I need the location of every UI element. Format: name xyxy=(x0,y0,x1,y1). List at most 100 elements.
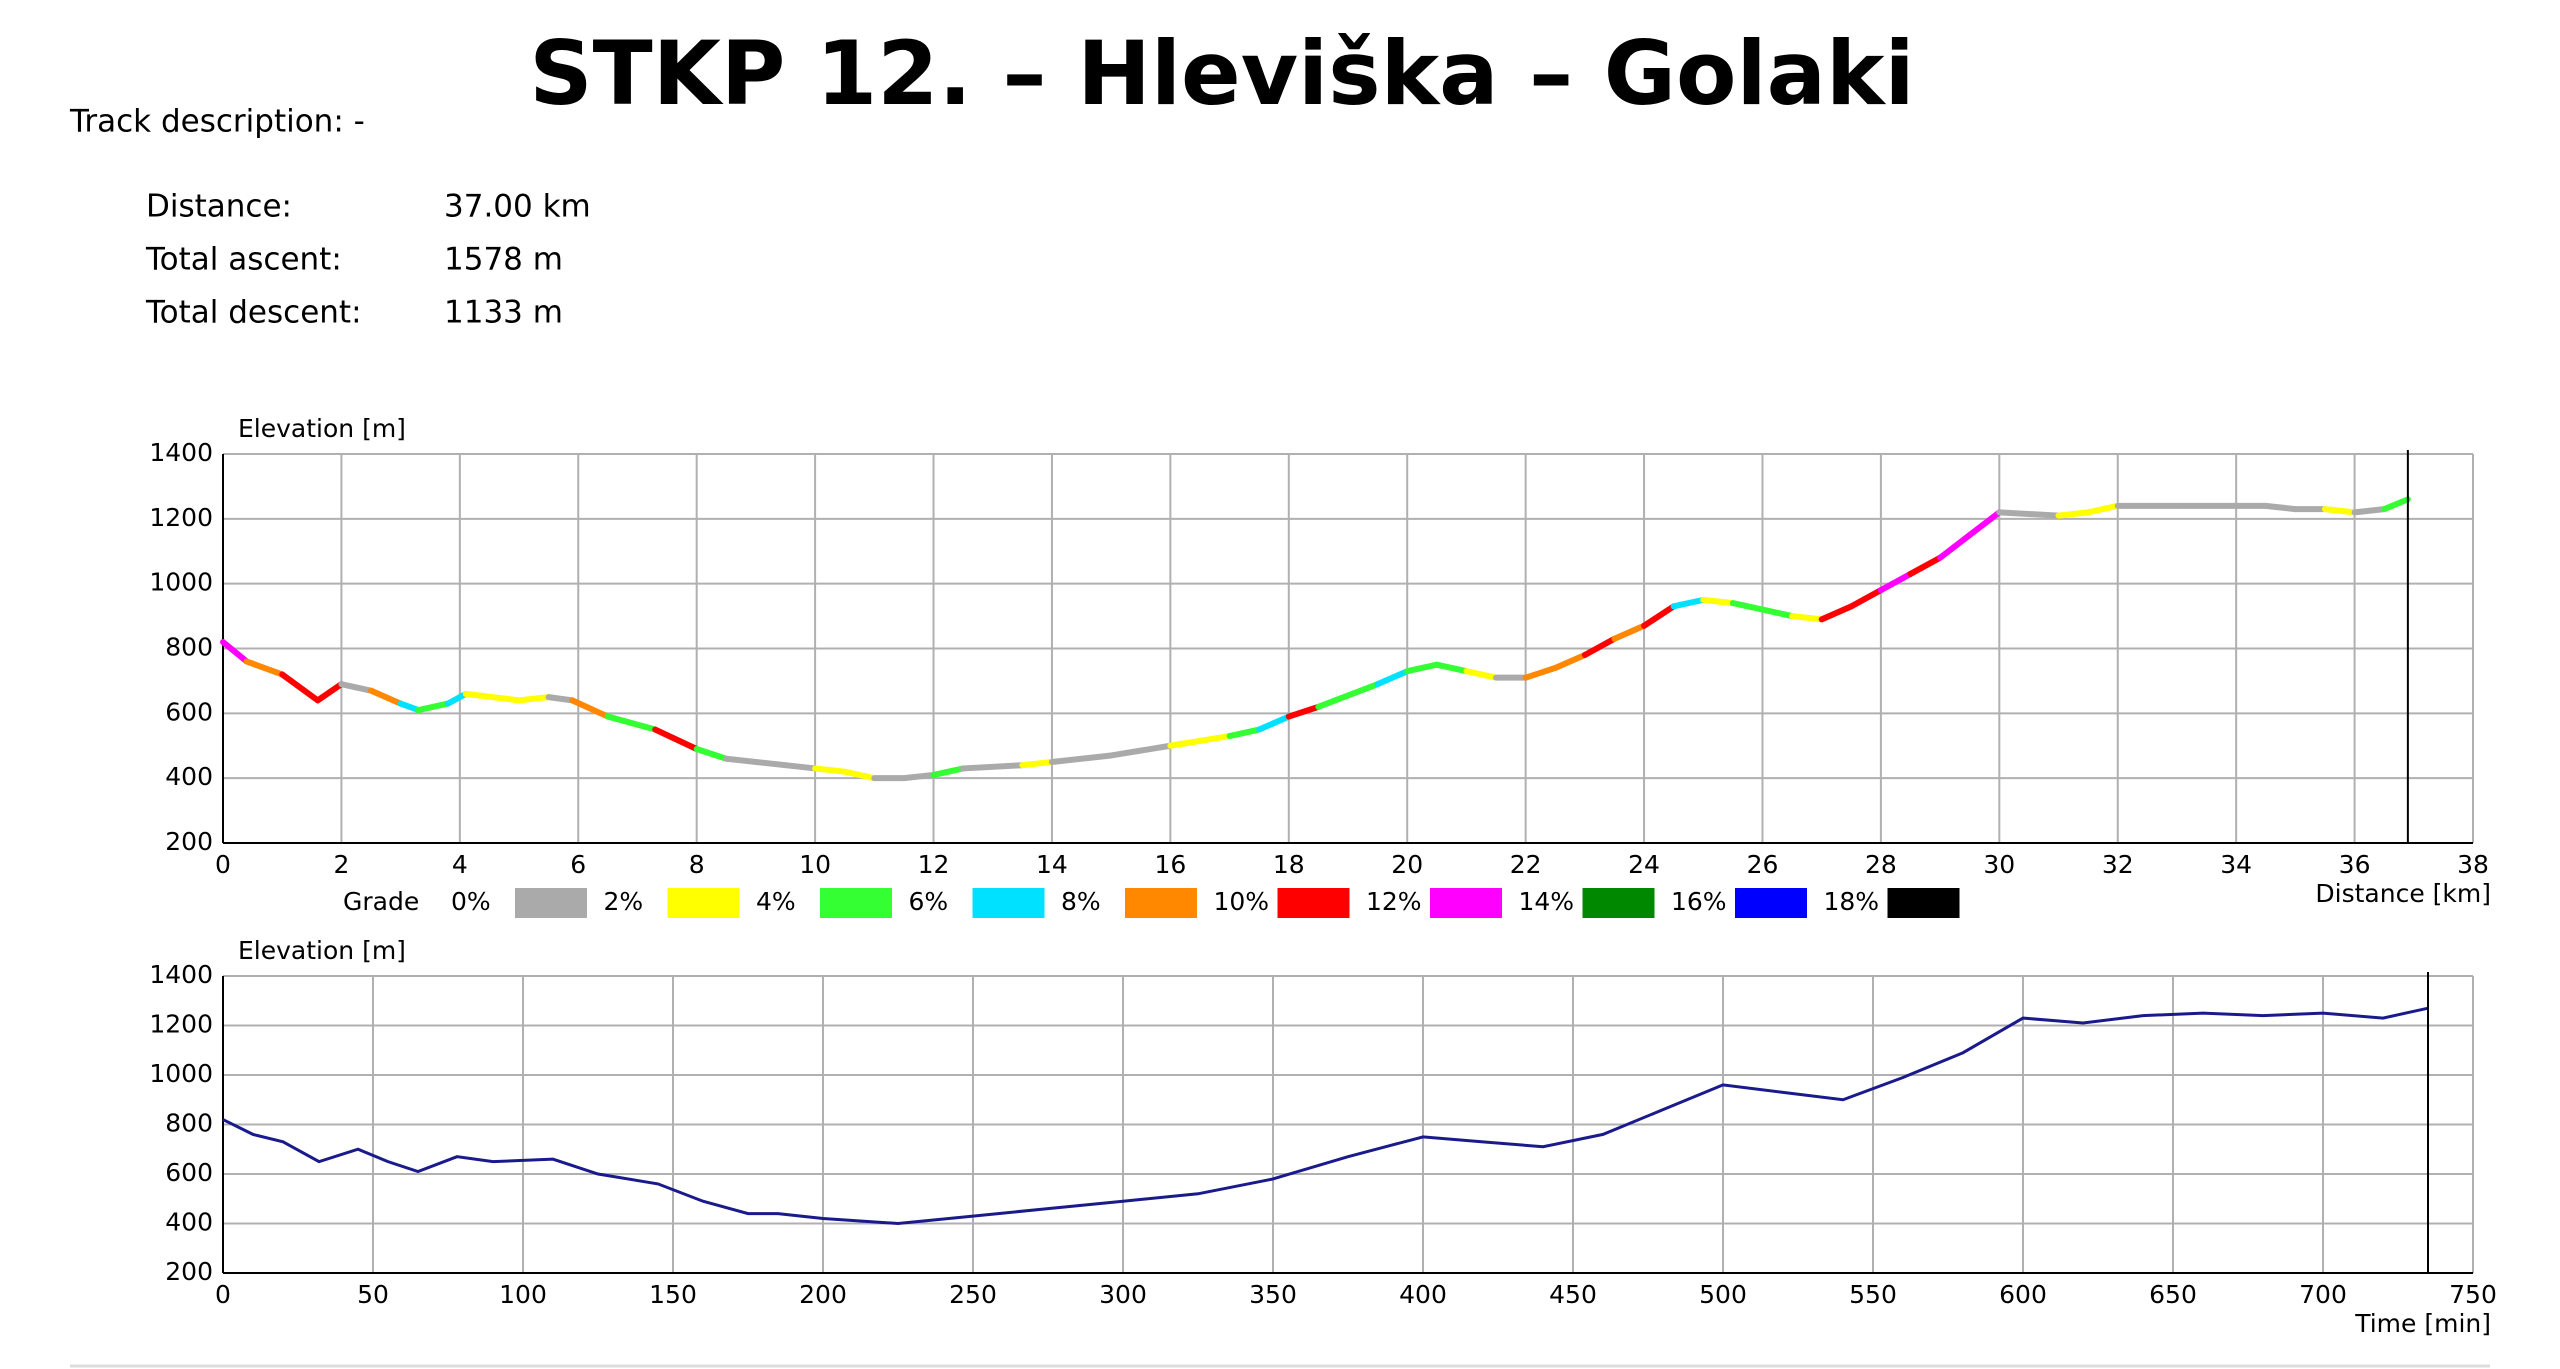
y-tick-label: 400 xyxy=(165,1208,213,1237)
grade-segment xyxy=(2085,502,2121,516)
y-tick-label: 600 xyxy=(165,1158,213,1187)
grade-segment xyxy=(516,694,552,704)
legend-swatch xyxy=(1430,888,1502,918)
grade-segment xyxy=(1818,603,1855,623)
y-axis-title: Elevation [m] xyxy=(238,936,406,965)
x-tick-label: 24 xyxy=(1628,850,1660,879)
elevation-line xyxy=(222,1006,2429,1226)
track-description: Track description: - xyxy=(69,104,365,140)
x-tick-label: 20 xyxy=(1391,850,1423,879)
x-tick-label: 450 xyxy=(1549,1280,1597,1309)
y-tick-label: 600 xyxy=(165,697,213,726)
x-tick-label: 30 xyxy=(1983,850,2015,879)
y-tick-label: 1400 xyxy=(149,960,213,989)
x-tick-label: 0 xyxy=(215,1280,231,1309)
x-tick-label: 400 xyxy=(1399,1280,1447,1309)
grade-segment xyxy=(1463,668,1500,681)
grade-segment xyxy=(569,697,611,720)
legend-swatch xyxy=(667,888,740,918)
grade-segment xyxy=(368,687,404,707)
grade-segment xyxy=(1256,713,1292,733)
grade-segment xyxy=(841,768,878,782)
grade-segment xyxy=(723,755,789,769)
grade-segment xyxy=(1877,570,1914,594)
grade-segment xyxy=(960,762,1026,772)
stat-label: Distance: xyxy=(146,189,292,225)
grade-segment xyxy=(1226,726,1263,740)
x-tick-label: 50 xyxy=(357,1280,389,1309)
x-tick-label: 36 xyxy=(2339,850,2371,879)
grade-segment xyxy=(1522,664,1559,681)
stat-value: 37.00 km xyxy=(444,189,591,225)
x-tick-label: 300 xyxy=(1099,1280,1147,1309)
x-tick-label: 750 xyxy=(2449,1280,2497,1309)
grade-segment xyxy=(1433,661,1470,675)
grade-segment xyxy=(1700,596,1736,607)
legend-swatch xyxy=(1735,888,1807,918)
x-tick-label: 700 xyxy=(2299,1280,2347,1309)
legend-label: 14% xyxy=(1519,887,1575,916)
grade-segment xyxy=(930,765,967,778)
grade-segment xyxy=(1108,742,1174,759)
x-tick-label: 650 xyxy=(2149,1280,2197,1309)
grade-segment xyxy=(1996,509,2062,519)
legend-swatch xyxy=(820,888,892,918)
legend-label: 2% xyxy=(604,887,644,916)
x-tick-label: 100 xyxy=(499,1280,547,1309)
x-tick-label: 26 xyxy=(1747,850,1779,879)
grade-segment xyxy=(243,658,286,678)
x-tick-label: 32 xyxy=(2102,850,2134,879)
stat-label: Total descent: xyxy=(145,295,362,331)
legend-swatch xyxy=(972,888,1045,918)
grade-segment xyxy=(220,639,250,665)
legend-label: 10% xyxy=(1214,887,1270,916)
grade-segment xyxy=(1937,532,1973,561)
x-tick-label: 28 xyxy=(1865,850,1897,879)
grade-segment xyxy=(1285,703,1322,720)
grade-segment xyxy=(1670,596,1707,610)
x-axis-title: Time [min] xyxy=(2354,1309,2491,1338)
grade-segment xyxy=(1729,600,1766,613)
grade-segment xyxy=(1789,613,1825,623)
grade-segment xyxy=(1374,668,1411,688)
x-tick-label: 350 xyxy=(1249,1280,1297,1309)
y-tick-label: 800 xyxy=(165,633,213,662)
legend-label: 0% xyxy=(451,887,491,916)
stat-label: Total ascent: xyxy=(145,242,342,278)
legend-swatch xyxy=(515,888,587,918)
grade-segment xyxy=(604,713,659,733)
grade-segment xyxy=(445,690,469,707)
legend-label: 4% xyxy=(756,887,796,916)
grade-segment xyxy=(1167,733,1233,749)
grade-segment xyxy=(2351,506,2388,516)
stat-value: 1578 m xyxy=(444,242,563,278)
x-tick-label: 34 xyxy=(2220,850,2252,879)
legend-label: 6% xyxy=(909,887,949,916)
grade-segment xyxy=(1966,509,2003,539)
grade-segment xyxy=(1611,622,1648,642)
grade-segment xyxy=(415,700,451,714)
grade-segment xyxy=(338,681,375,694)
x-tick-label: 200 xyxy=(799,1280,847,1309)
x-tick-label: 8 xyxy=(689,850,705,879)
y-tick-label: 1200 xyxy=(149,503,213,532)
grade-segment xyxy=(1641,603,1677,629)
legend-swatch xyxy=(1277,888,1350,918)
y-tick-label: 1000 xyxy=(149,568,213,597)
grade-segment xyxy=(1581,635,1618,658)
x-tick-label: 10 xyxy=(799,850,831,879)
grade-segment xyxy=(652,726,700,752)
legend-swatch xyxy=(1887,888,1960,918)
y-tick-label: 200 xyxy=(165,1257,213,1286)
grade-segment xyxy=(462,690,523,704)
grade-segment xyxy=(2381,496,2411,513)
grade-segment xyxy=(314,681,345,704)
grade-segment xyxy=(2262,502,2299,513)
grade-segment xyxy=(279,671,321,704)
x-tick-label: 16 xyxy=(1154,850,1186,879)
grade-segment xyxy=(1315,681,1381,710)
stat-value: 1133 m xyxy=(444,295,563,331)
legend-label: 18% xyxy=(1824,887,1880,916)
x-tick-label: 250 xyxy=(949,1280,997,1309)
